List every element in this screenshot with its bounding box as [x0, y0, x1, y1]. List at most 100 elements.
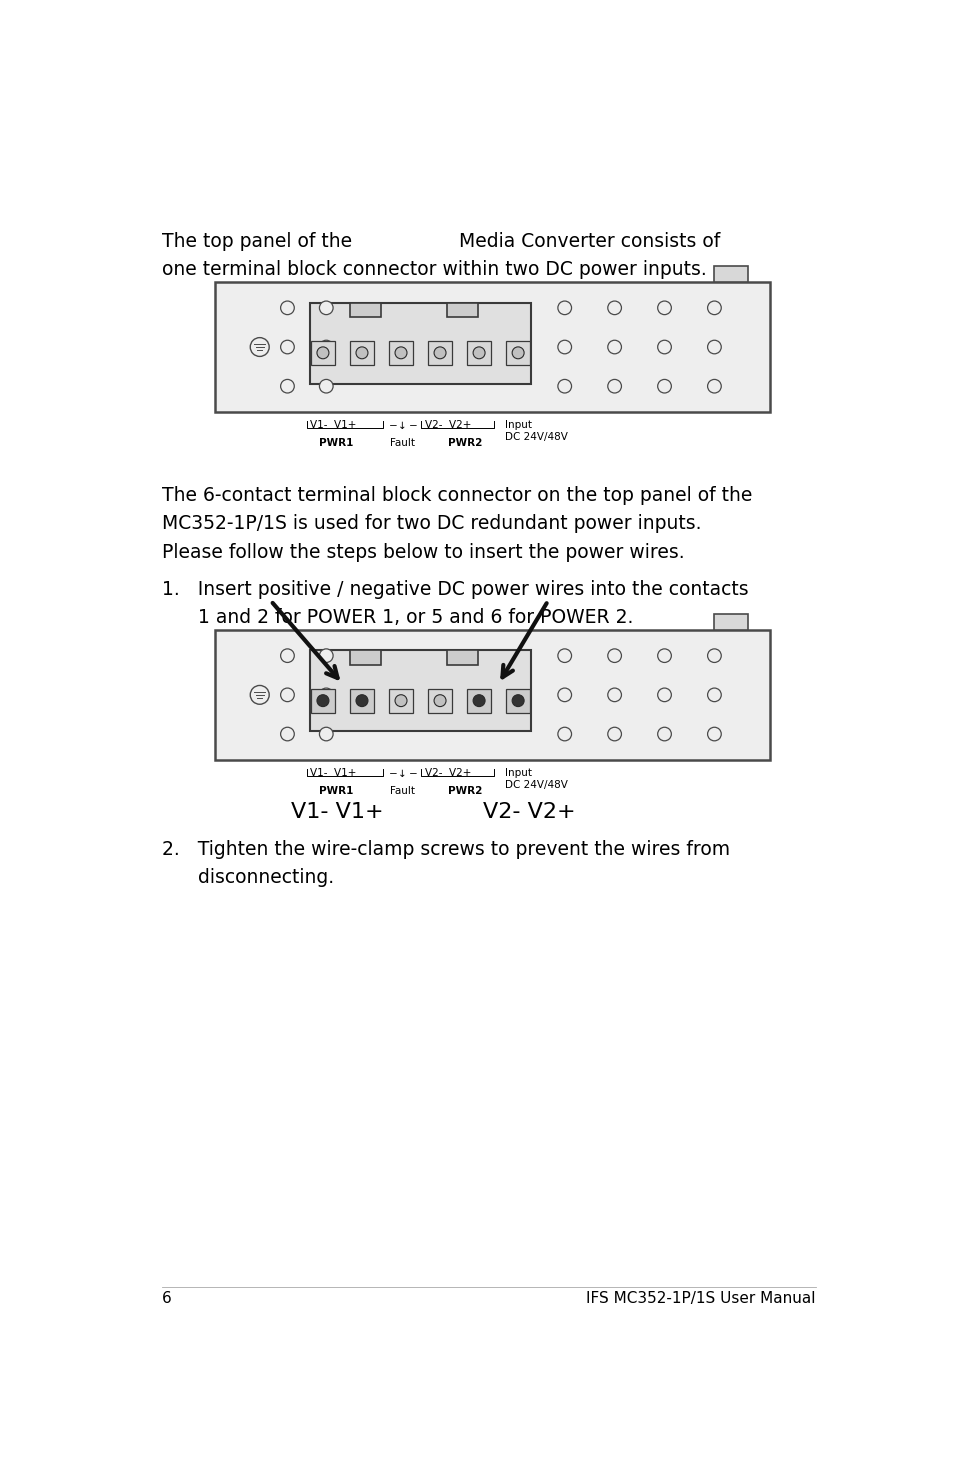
Text: PWR2: PWR2	[447, 786, 481, 797]
Circle shape	[607, 687, 620, 702]
Circle shape	[319, 341, 333, 354]
Circle shape	[280, 341, 294, 354]
Text: V1-  V1+: V1- V1+	[310, 420, 355, 431]
Circle shape	[707, 341, 720, 354]
Text: PWR1: PWR1	[318, 786, 353, 797]
Bar	[467, 341, 491, 364]
Circle shape	[250, 338, 269, 357]
Text: 6: 6	[162, 1291, 172, 1307]
Circle shape	[657, 727, 671, 740]
Circle shape	[319, 727, 333, 740]
Bar	[467, 689, 491, 712]
Circle shape	[316, 695, 329, 707]
Circle shape	[280, 687, 294, 702]
Bar	[506, 341, 530, 364]
Circle shape	[558, 649, 571, 662]
Text: The top panel of the: The top panel of the	[162, 233, 352, 251]
Text: Media Converter consists of: Media Converter consists of	[459, 233, 720, 251]
Circle shape	[607, 341, 620, 354]
Circle shape	[707, 687, 720, 702]
Text: one terminal block connector within two DC power inputs.: one terminal block connector within two …	[162, 260, 706, 279]
Text: $-\!\downarrow\!-$: $-\!\downarrow\!-$	[388, 420, 417, 431]
Bar	[428, 341, 452, 364]
Text: 1 and 2 for POWER 1, or 5 and 6 for POWER 2.: 1 and 2 for POWER 1, or 5 and 6 for POWE…	[162, 608, 633, 627]
Bar	[310, 650, 531, 732]
Bar	[350, 689, 374, 712]
FancyBboxPatch shape	[215, 282, 769, 413]
Circle shape	[657, 687, 671, 702]
Circle shape	[607, 649, 620, 662]
Circle shape	[473, 695, 484, 707]
Text: V1- V1+: V1- V1+	[291, 802, 383, 822]
FancyBboxPatch shape	[215, 630, 769, 760]
Text: Input: Input	[504, 768, 531, 777]
Bar	[447, 650, 477, 665]
Text: Fault: Fault	[390, 438, 415, 448]
Circle shape	[707, 727, 720, 740]
Circle shape	[607, 379, 620, 392]
Bar	[389, 341, 413, 364]
Circle shape	[707, 301, 720, 314]
Circle shape	[657, 341, 671, 354]
Text: V2-  V2+: V2- V2+	[424, 420, 471, 431]
Text: 1.   Insert positive / negative DC power wires into the contacts: 1. Insert positive / negative DC power w…	[162, 580, 748, 599]
Circle shape	[607, 727, 620, 740]
Circle shape	[512, 347, 523, 358]
Circle shape	[319, 379, 333, 392]
Bar	[389, 689, 413, 712]
Bar	[506, 689, 530, 712]
Text: V2- V2+: V2- V2+	[483, 802, 576, 822]
Circle shape	[280, 727, 294, 740]
Circle shape	[558, 301, 571, 314]
Text: DC 24V/48V: DC 24V/48V	[504, 432, 567, 442]
Text: V1-  V1+: V1- V1+	[310, 768, 355, 777]
Circle shape	[355, 695, 368, 707]
Circle shape	[707, 649, 720, 662]
Circle shape	[473, 347, 484, 358]
Text: IFS MC352-1P/1S User Manual: IFS MC352-1P/1S User Manual	[586, 1291, 815, 1307]
Circle shape	[707, 379, 720, 392]
Bar	[311, 341, 335, 364]
Circle shape	[434, 695, 446, 707]
Circle shape	[355, 347, 368, 358]
Text: 2.   Tighten the wire-clamp screws to prevent the wires from: 2. Tighten the wire-clamp screws to prev…	[162, 841, 729, 860]
Circle shape	[319, 649, 333, 662]
Circle shape	[657, 379, 671, 392]
Circle shape	[657, 649, 671, 662]
Circle shape	[558, 687, 571, 702]
Text: $-\!\downarrow\!-$: $-\!\downarrow\!-$	[388, 768, 417, 779]
Text: PWR2: PWR2	[447, 438, 481, 448]
Text: MC352-1P/1S is used for two DC redundant power inputs.: MC352-1P/1S is used for two DC redundant…	[162, 515, 700, 534]
Circle shape	[316, 347, 329, 358]
Circle shape	[558, 379, 571, 392]
Circle shape	[607, 301, 620, 314]
Bar	[349, 650, 380, 665]
Text: Please follow the steps below to insert the power wires.: Please follow the steps below to insert …	[162, 543, 684, 562]
Circle shape	[395, 347, 407, 358]
Circle shape	[657, 301, 671, 314]
Bar	[714, 614, 747, 630]
Bar	[350, 341, 374, 364]
Circle shape	[395, 695, 407, 707]
Bar	[714, 266, 747, 282]
Circle shape	[319, 687, 333, 702]
Circle shape	[434, 347, 446, 358]
Circle shape	[319, 301, 333, 314]
Text: The 6-contact terminal block connector on the top panel of the: The 6-contact terminal block connector o…	[162, 487, 752, 506]
Circle shape	[280, 301, 294, 314]
Text: disconnecting.: disconnecting.	[162, 869, 334, 888]
Bar	[428, 689, 452, 712]
Text: V2-  V2+: V2- V2+	[424, 768, 471, 777]
Bar	[310, 302, 531, 384]
Circle shape	[250, 686, 269, 704]
Circle shape	[280, 649, 294, 662]
Circle shape	[558, 727, 571, 740]
Circle shape	[558, 341, 571, 354]
Circle shape	[280, 379, 294, 392]
Text: DC 24V/48V: DC 24V/48V	[504, 780, 567, 789]
Text: PWR1: PWR1	[318, 438, 353, 448]
Text: Input: Input	[504, 420, 531, 431]
Text: Fault: Fault	[390, 786, 415, 797]
Bar	[311, 689, 335, 712]
Bar	[349, 302, 380, 317]
